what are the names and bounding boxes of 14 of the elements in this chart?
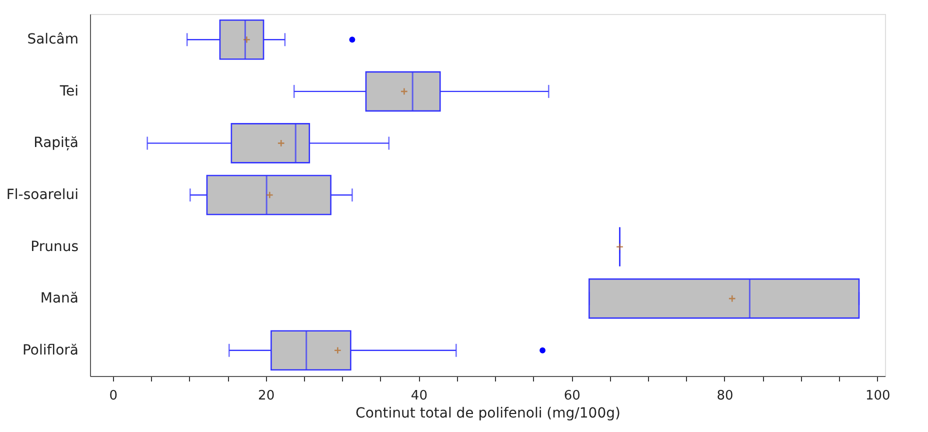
x-axis-title: Continut total de polifenoli (mg/100g) [356,406,620,422]
x-tick-label: 80 [716,388,734,404]
y-tick-label: Polifloră [22,342,78,358]
y-tick-label: Tei [58,83,78,100]
x-tick-label: 0 [109,388,118,404]
x-tick-label: 40 [410,388,428,404]
y-tick-label: Mană [40,290,78,307]
y-tick-label: Fl-soarelui [6,187,78,203]
y-tick-label: Prunus [30,238,78,255]
y-tick-label: Rapiță [34,135,78,152]
y-tick-label: Salcâm [27,32,78,48]
x-tick-label: 60 [564,388,580,404]
x-tick-label: 20 [258,388,275,404]
x-tick-label: 100 [865,388,890,404]
